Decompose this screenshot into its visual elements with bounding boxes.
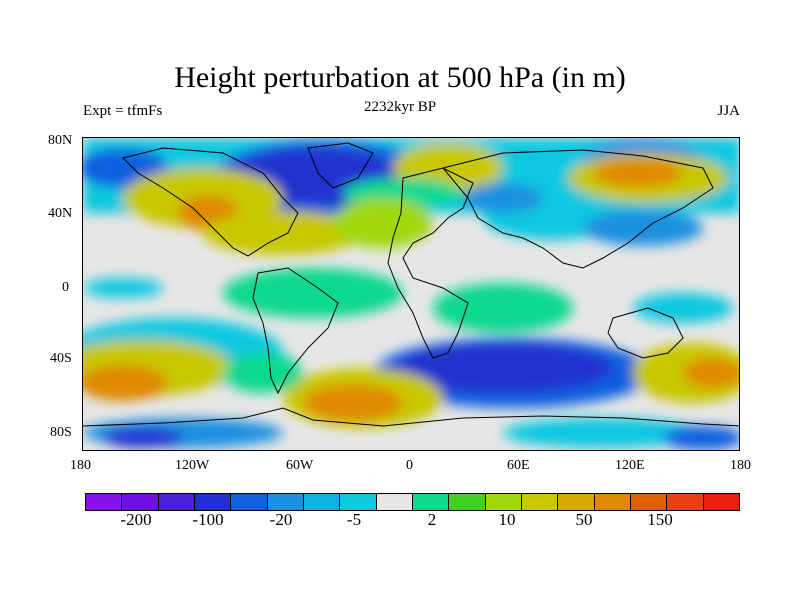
colorbar-swatch-9 [411,493,450,511]
colorbar-swatch-3 [193,493,232,511]
europe-africa-coast [387,167,474,359]
colorbar-label-minus-5: -5 [346,510,362,529]
colorbar-swatch-16 [666,493,704,511]
colorbar-label-minus-20: -20 [269,510,293,529]
x-tick-120w: 120W [175,458,210,473]
y-tick-40n: 40N [48,206,73,221]
x-tick-60w: 60W [286,458,314,473]
australia-coast [607,307,684,359]
y-tick-80n: 80N [48,133,73,148]
map-plot-area [82,137,740,451]
x-tick-180e: 180 [730,458,751,473]
height-perturbation-map [83,138,739,450]
experiment-label: Expt = tfmFs [83,103,163,119]
x-tick-180w: 180 [70,458,91,473]
time-label: 2232kyr BP [363,99,437,115]
colorbar-swatch-15 [629,493,668,511]
colorbar-swatch-4 [230,493,268,511]
colorbar-swatch-11 [484,493,522,511]
colorbar-swatch-12 [520,493,559,511]
colorbar-swatch-0 [85,493,123,511]
contour-fields [83,138,739,450]
coastlines [83,142,739,427]
asia-coast [442,149,714,269]
x-tick-120e: 120E [615,458,645,473]
colorbar-swatch-2 [157,493,195,511]
x-tick-60e: 60E [507,458,530,473]
north-america-coast [122,147,299,257]
colorbar-label-150: 150 [647,510,673,529]
south-america-coast [252,267,339,395]
antarctica-coast [83,407,739,427]
colorbar-label-minus-200: -200 [120,510,152,529]
colorbar-swatch-8 [375,493,413,511]
colorbar-swatch-10 [448,493,486,511]
colorbar-swatch-17 [702,493,740,511]
colorbar-swatch-13 [557,493,595,511]
y-tick-80s: 80S [50,425,72,440]
colorbar-label-2: 2 [427,510,437,529]
colorbar-swatch-5 [266,493,304,511]
plot-title: Height perturbation at 500 hPa (in m) [174,61,626,94]
season-label: JJA [717,103,740,119]
y-tick-40s: 40S [50,351,72,366]
colorbar-swatch-1 [121,493,159,511]
x-tick-0: 0 [406,458,413,473]
colorbar [85,493,740,511]
colorbar-swatch-7 [339,493,377,511]
colorbar-swatch-14 [593,493,631,511]
y-tick-0: 0 [62,280,69,295]
colorbar-label-50: 50 [575,510,593,529]
colorbar-label-minus-100: -100 [192,510,224,529]
colorbar-label-10: 10 [498,510,516,529]
colorbar-swatch-6 [302,493,341,511]
greenland-coast [307,142,374,189]
